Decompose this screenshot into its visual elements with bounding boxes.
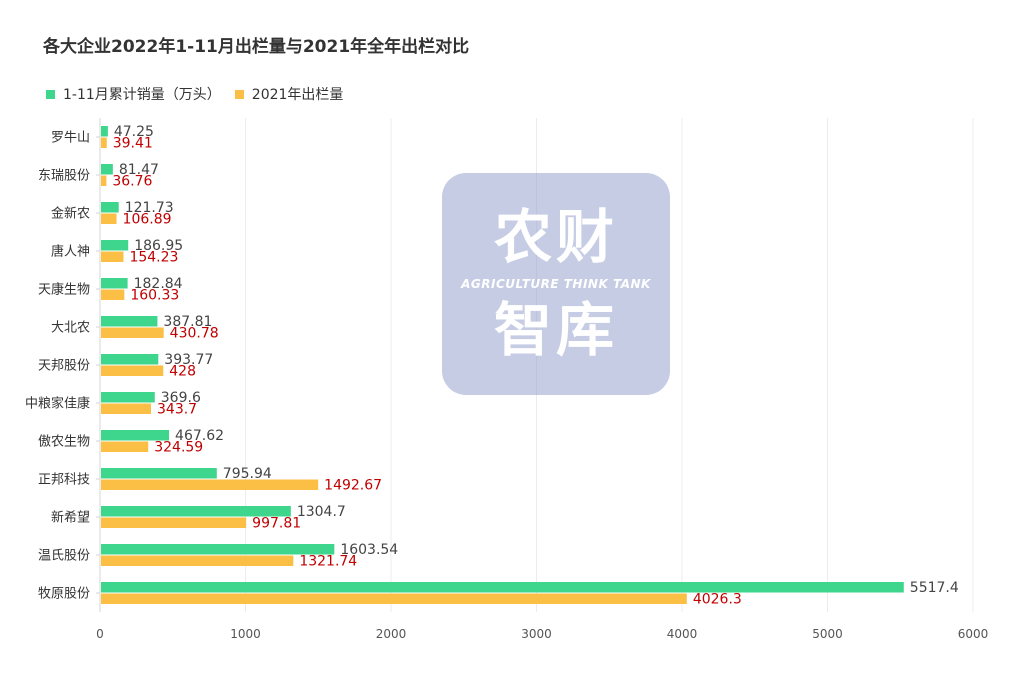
category-label: 正邦科技: [38, 473, 90, 488]
x-tick-label: 0: [96, 627, 104, 641]
data-label-series-1: 121.73: [125, 200, 174, 216]
bar-series-2: [101, 327, 164, 338]
bar-series-2: [101, 593, 687, 604]
legend-swatch-series-2: [234, 89, 244, 99]
legend-label-series-1: 1-11月累计销量（万头）: [63, 87, 221, 103]
category-label: 唐人神: [51, 244, 90, 260]
bar-series-1: [101, 202, 119, 213]
bar-series-2: [101, 251, 124, 262]
watermark-line-2: AGRICULTURE THINK TANK: [461, 277, 651, 291]
data-label-series-2: 324.59: [154, 440, 203, 456]
category-label: 温氏股份: [38, 549, 90, 564]
legend-label-series-2: 2021年出栏量: [251, 87, 344, 103]
watermark-line-3: 智库: [493, 296, 618, 364]
category-label: 傲农生物: [38, 435, 90, 450]
bar-series-1: [101, 316, 158, 327]
bar-series-1: [101, 582, 904, 593]
data-label-series-2: 36.76: [112, 174, 152, 190]
legend-item-series-1[interactable]: 1-11月累计销量（万头）: [46, 84, 221, 104]
bar-series-2: [101, 479, 319, 490]
data-label-series-2: 343.7: [157, 402, 197, 418]
bar-series-1: [101, 430, 170, 441]
data-label-series-1: 5517.4: [910, 580, 959, 596]
category-label: 大北农: [51, 321, 90, 336]
bar-series-1: [101, 392, 155, 403]
legend: 1-11月累计销量（万头） 2021年出栏量: [46, 84, 357, 104]
bar-series-1: [101, 240, 129, 251]
data-label-series-1: 186.95: [134, 238, 183, 254]
bar-series-2: [101, 517, 247, 528]
bar-series-1: [101, 506, 291, 517]
bar-series-2: [101, 555, 294, 566]
x-tick-label: 1000: [230, 627, 261, 641]
x-tick-label: 4000: [667, 627, 698, 641]
data-label-series-2: 1321.74: [299, 554, 357, 570]
legend-swatch-series-1: [46, 89, 55, 99]
watermark-logo: 农财 AGRICULTURE THINK TANK 智库: [442, 173, 670, 395]
data-label-series-2: 430.78: [170, 326, 219, 342]
data-label-series-2: 428: [169, 364, 196, 380]
watermark-line-1: 农财: [493, 203, 618, 272]
category-label: 牧原股份: [38, 587, 90, 602]
data-label-series-1: 81.47: [119, 162, 159, 178]
data-label-series-1: 467.62: [175, 428, 224, 444]
category-label: 天康生物: [38, 282, 90, 298]
data-label-series-2: 39.41: [113, 136, 153, 152]
bar-series-1: [101, 164, 113, 175]
bar-series-1: [101, 278, 128, 289]
data-label-series-1: 369.6: [161, 390, 201, 406]
bar-series-2: [101, 289, 125, 300]
bar-series-1: [101, 468, 217, 479]
x-tick-label: 2000: [376, 627, 407, 641]
bar-series-2: [101, 403, 152, 414]
category-label: 金新农: [51, 206, 90, 222]
data-label-series-1: 1304.7: [297, 504, 346, 520]
bar-series-2: [101, 175, 107, 186]
data-label-series-2: 1492.67: [324, 478, 382, 494]
x-tick-label: 3000: [521, 627, 552, 641]
data-label-series-2: 4026.3: [693, 592, 742, 608]
x-tick-label: 5000: [812, 627, 843, 641]
data-label-series-1: 393.77: [164, 352, 213, 368]
category-label: 罗牛山: [51, 131, 90, 146]
bar-series-1: [101, 544, 335, 555]
category-label: 天邦股份: [38, 359, 90, 374]
data-label-series-2: 106.89: [123, 212, 172, 228]
category-label: 新希望: [51, 510, 90, 526]
data-label-series-1: 795.94: [223, 466, 272, 482]
bar-series-2: [101, 441, 149, 452]
bar-series-2: [101, 213, 117, 224]
data-label-series-1: 387.81: [163, 314, 212, 330]
data-label-series-2: 997.81: [252, 516, 301, 532]
bar-series-1: [101, 354, 159, 365]
data-label-series-2: 154.23: [129, 250, 178, 266]
bar-series-2: [101, 137, 107, 148]
bar-series-2: [101, 365, 164, 376]
bar-series-1: [101, 126, 108, 137]
data-label-series-1: 47.25: [114, 124, 154, 140]
data-label-series-1: 182.84: [134, 276, 183, 292]
chart-title: 各大企业2022年1-11月出栏量与2021年全年出栏对比: [43, 37, 470, 57]
data-label-series-1: 1603.54: [340, 542, 398, 558]
category-label: 东瑞股份: [38, 169, 90, 184]
data-label-series-2: 160.33: [130, 288, 179, 304]
category-label: 中粮家佳康: [25, 396, 90, 412]
legend-item-series-2[interactable]: 2021年出栏量: [234, 84, 344, 104]
x-tick-label: 6000: [958, 627, 989, 641]
